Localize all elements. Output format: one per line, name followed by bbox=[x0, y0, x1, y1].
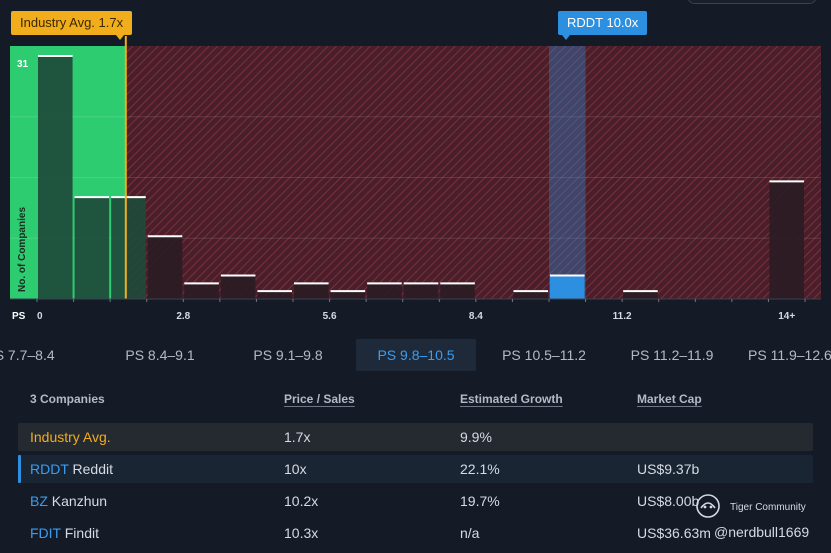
selected-range-column bbox=[549, 46, 586, 299]
histogram-bar bbox=[111, 197, 146, 299]
company-ps: 10.2x bbox=[284, 493, 319, 509]
header-estimated-growth[interactable]: Estimated Growth bbox=[460, 392, 563, 406]
header-companies: 3 Companies bbox=[30, 392, 105, 406]
selected-row-indicator bbox=[18, 455, 21, 483]
company-ticker[interactable]: FDIT bbox=[30, 525, 61, 541]
overvalued-zone bbox=[125, 46, 821, 299]
tiger-community-logo-icon bbox=[696, 494, 720, 518]
ps-range-tabs: PS 7.7–8.4 PS 8.4–9.1 PS 9.1–9.8 PS 9.8–… bbox=[0, 338, 831, 372]
industry-average-row: Industry Avg. 1.7x 9.9% bbox=[18, 423, 813, 451]
tab-ps-9-1-9-8[interactable]: PS 9.1–9.8 bbox=[253, 347, 323, 363]
tab-ps-9-8-10-5[interactable]: PS 9.8–10.5 bbox=[356, 339, 476, 371]
ps-histogram-chart: 0 2.8 5.6 8.4 11.2 14+ PS No. of Companies 31 bbox=[10, 36, 821, 322]
company-growth: 22.1% bbox=[460, 461, 500, 477]
histogram-bar bbox=[38, 56, 73, 299]
company-ps: 10.3x bbox=[284, 525, 319, 541]
histogram-bar bbox=[184, 283, 219, 299]
table-header: 3 Companies Price / Sales Estimated Grow… bbox=[18, 382, 813, 418]
histogram-bar bbox=[440, 283, 475, 299]
histogram-bar bbox=[74, 197, 110, 299]
company-growth: n/a bbox=[460, 525, 480, 541]
table-row[interactable]: RDDT Reddit 10x 22.1% US$9.37b bbox=[18, 455, 813, 483]
company-ticker[interactable]: RDDT bbox=[30, 461, 69, 477]
companies-table: 3 Companies Price / Sales Estimated Grow… bbox=[18, 382, 813, 541]
histogram-bar bbox=[220, 275, 256, 299]
industry-growth: 9.9% bbox=[460, 429, 492, 445]
header-market-cap[interactable]: Market Cap bbox=[637, 392, 702, 406]
company-name: Findit bbox=[64, 525, 99, 541]
histogram-bar bbox=[550, 275, 585, 299]
watermark-brand: Tiger Community bbox=[730, 502, 806, 513]
company-cap: US$9.37b bbox=[637, 461, 700, 477]
x-tick-label: 2.8 bbox=[176, 311, 190, 322]
histogram-bar bbox=[623, 291, 658, 299]
company-cap: US$8.00b bbox=[637, 493, 700, 509]
rddt-callout[interactable]: RDDT 10.0x bbox=[558, 11, 648, 40]
table-row[interactable]: BZ Kanzhun 10.2x 19.7% US$8.00b bbox=[18, 487, 813, 515]
company-name: Reddit bbox=[72, 461, 113, 477]
histogram-bar bbox=[367, 283, 402, 299]
company-ticker[interactable]: BZ bbox=[30, 493, 48, 509]
header-price-sales[interactable]: Price / Sales bbox=[284, 392, 355, 406]
histogram-bar bbox=[147, 236, 183, 299]
histogram-bar bbox=[769, 181, 804, 299]
company-ps: 10x bbox=[284, 461, 307, 477]
watermark-handle: @nerdbull1669 bbox=[714, 524, 810, 540]
x-tick-label: 14+ bbox=[778, 311, 795, 322]
x-tick-label: 0 bbox=[37, 311, 43, 322]
histogram-bar bbox=[330, 291, 366, 299]
tab-ps-11-2-11-9[interactable]: PS 11.2–11.9 bbox=[630, 347, 714, 363]
histogram-bar bbox=[513, 291, 548, 299]
x-tick-label: 5.6 bbox=[323, 311, 337, 322]
histogram-bar bbox=[294, 283, 329, 299]
y-axis-label: No. of Companies bbox=[17, 207, 28, 292]
tab-ps-10-5-11-2[interactable]: PS 10.5–11.2 bbox=[502, 347, 586, 363]
table-row[interactable]: FDIT Findit 10.3x n/a US$36.63m bbox=[18, 519, 813, 547]
industry-average-label: Industry Avg. bbox=[30, 429, 111, 445]
tab-ps-7-7-8-4[interactable]: PS 7.7–8.4 bbox=[0, 347, 55, 363]
histogram-bar bbox=[257, 291, 292, 299]
x-axis-prefix: PS bbox=[12, 311, 26, 322]
company-name: Kanzhun bbox=[51, 493, 108, 509]
y-max-value-label: 31 bbox=[17, 59, 29, 70]
industry-ps: 1.7x bbox=[284, 429, 311, 445]
tab-ps-11-9-12-6[interactable]: PS 11.9–12.6 bbox=[748, 347, 831, 363]
company-cap: US$36.63m bbox=[637, 525, 711, 541]
company-growth: 19.7% bbox=[460, 493, 500, 509]
x-tick-label: 11.2 bbox=[613, 311, 632, 322]
industry-average-callout: Industry Avg. 1.7x bbox=[11, 11, 133, 40]
tab-ps-8-4-9-1[interactable]: PS 8.4–9.1 bbox=[125, 347, 195, 363]
x-tick-label: 8.4 bbox=[469, 311, 483, 322]
histogram-bar bbox=[403, 283, 439, 299]
